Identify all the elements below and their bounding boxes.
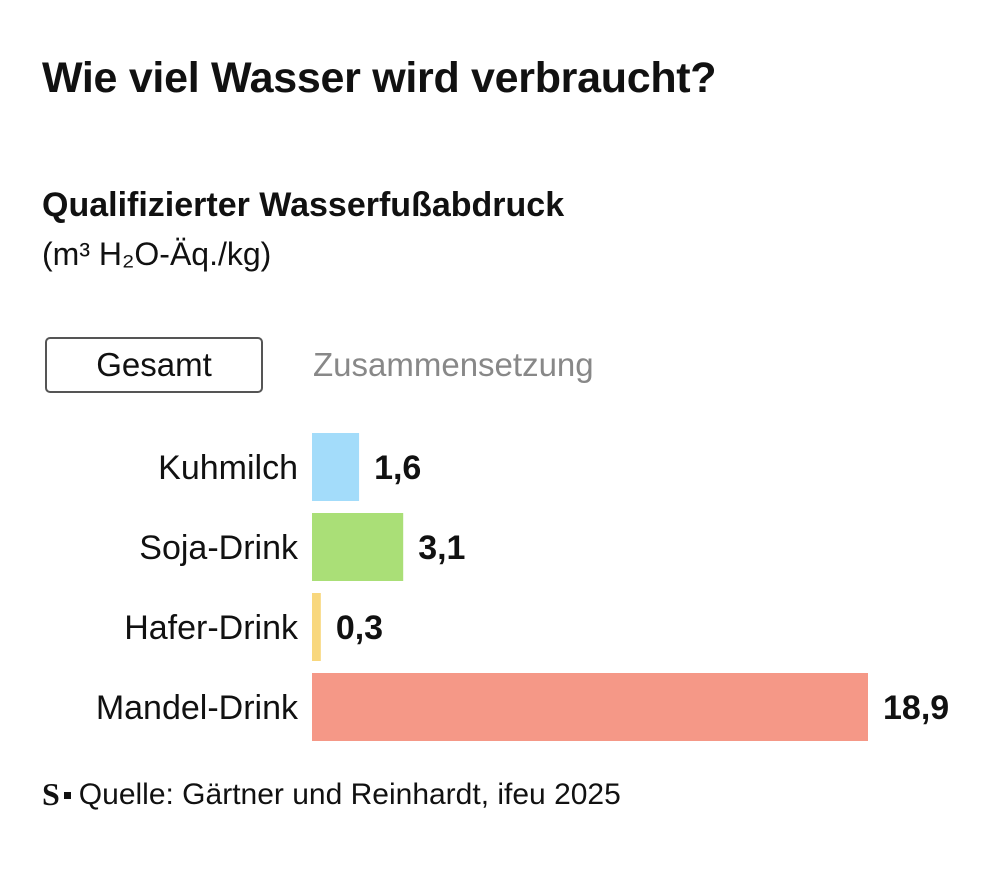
bar[interactable]: [312, 593, 321, 661]
category-label: Kuhmilch: [158, 449, 298, 487]
category-label: Mandel-Drink: [96, 689, 299, 727]
category-label: Soja-Drink: [139, 529, 299, 567]
value-label: 3,1: [418, 529, 465, 567]
source-text: Quelle: Gärtner und Reinhardt, ifeu 2025: [78, 777, 621, 811]
bar-chart: Kuhmilch 1,6 Soja-Drink 3,1 Hafer-Drink 0,3 Ma…: [96, 433, 949, 741]
category-label: Hafer-Drink: [124, 609, 299, 647]
publisher-logo: S: [42, 776, 60, 812]
value-label: 0,3: [336, 609, 383, 647]
bar[interactable]: [312, 513, 404, 581]
view-toggle: Gesamt Zusammensetzung: [45, 337, 594, 393]
bar[interactable]: [312, 433, 360, 501]
tab-zusammensetzung[interactable]: Zusammensetzung: [313, 346, 594, 383]
separator-dot: [63, 792, 71, 799]
value-label: 18,9: [883, 689, 949, 727]
chart-title: Wie viel Wasser wird verbraucht?: [42, 54, 717, 102]
value-label: 1,6: [374, 449, 421, 487]
tab-gesamt[interactable]: Gesamt: [45, 337, 263, 393]
source-line: S Quelle: Gärtner und Reinhardt, ifeu 20…: [42, 776, 621, 813]
chart-subtitle: Qualifizierter Wasserfußabdruck: [42, 186, 565, 224]
unit-label: (m³ H₂O-Äq./kg): [42, 236, 272, 272]
bar[interactable]: [312, 673, 868, 741]
